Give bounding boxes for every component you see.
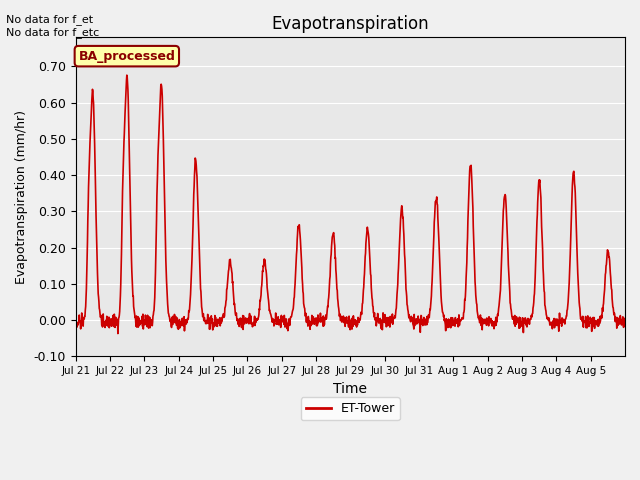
- X-axis label: Time: Time: [333, 382, 367, 396]
- Y-axis label: Evapotranspiration (mm/hr): Evapotranspiration (mm/hr): [15, 110, 28, 284]
- Text: BA_processed: BA_processed: [78, 49, 175, 63]
- Legend: ET-Tower: ET-Tower: [301, 397, 400, 420]
- Title: Evapotranspiration: Evapotranspiration: [271, 15, 429, 33]
- Text: No data for f_et
No data for f_etc: No data for f_et No data for f_etc: [6, 14, 100, 38]
